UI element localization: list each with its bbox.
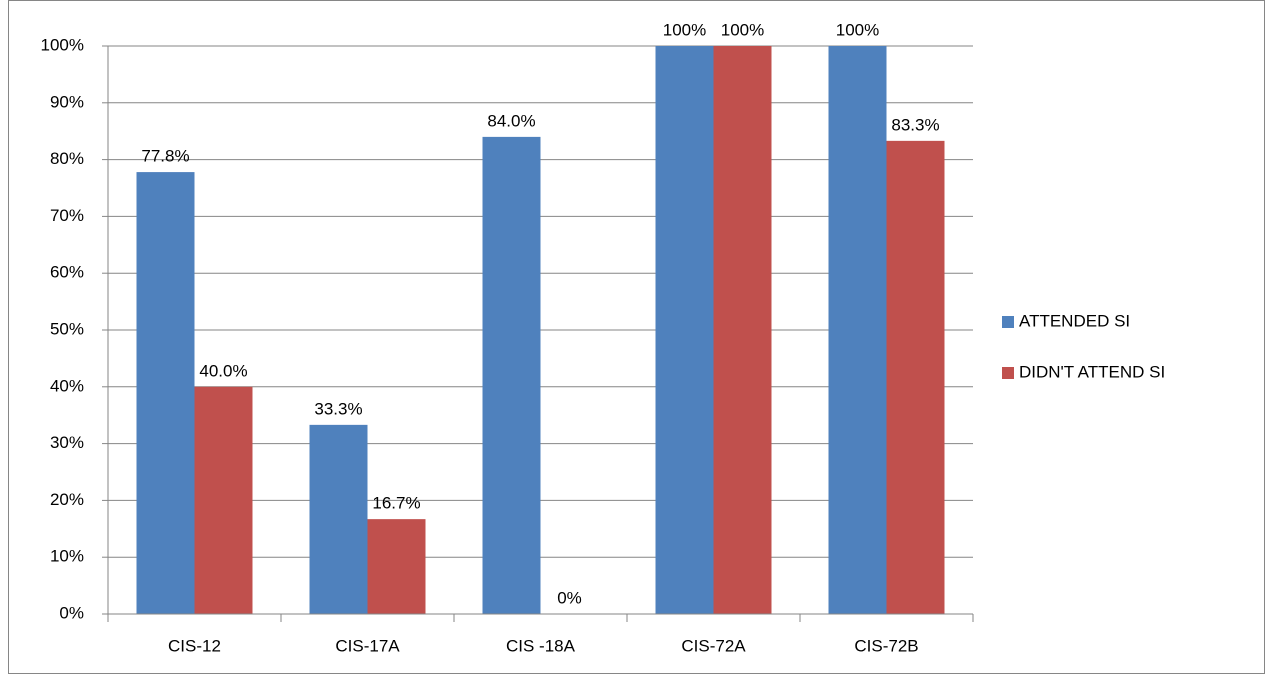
y-tick-label: 60% [50,263,84,282]
x-tick-label: CIS-12 [168,636,221,655]
y-tick-label: 20% [50,490,84,509]
data-label: 40.0% [199,361,247,380]
data-label: 77.8% [141,147,189,166]
data-label: 16.7% [372,494,420,513]
data-label: 84.0% [487,111,535,130]
y-tick-label: 10% [50,547,84,566]
y-tick-label: 90% [50,92,84,111]
bar [713,46,772,614]
data-label: 83.3% [891,115,939,134]
bar [886,140,945,614]
y-tick-label: 70% [50,206,84,225]
legend-label: ATTENDED SI [1019,311,1130,330]
bar [482,136,541,614]
data-label: 100% [663,20,706,39]
legend-swatch [1002,367,1014,379]
bar [136,172,195,614]
bar [367,519,426,614]
bar [309,424,368,614]
y-tick-label: 40% [50,376,84,395]
x-tick-label: CIS -18A [506,636,576,655]
bar [828,46,887,614]
bar [194,386,253,614]
y-tick-label: 0% [59,603,84,622]
x-tick-label: CIS-17A [335,636,400,655]
y-tick-label: 80% [50,149,84,168]
y-tick-label: 50% [50,319,84,338]
legend-swatch [1002,316,1014,328]
data-label: 100% [721,20,764,39]
legend-label: DIDN'T ATTEND SI [1019,362,1165,381]
x-tick-label: CIS-72A [681,636,746,655]
bar [655,46,714,614]
y-tick-label: 100% [41,35,84,54]
y-tick-label: 30% [50,433,84,452]
data-label: 100% [836,20,879,39]
data-label: 33.3% [314,399,362,418]
x-tick-label: CIS-72B [854,636,918,655]
data-label: 0% [557,588,582,607]
